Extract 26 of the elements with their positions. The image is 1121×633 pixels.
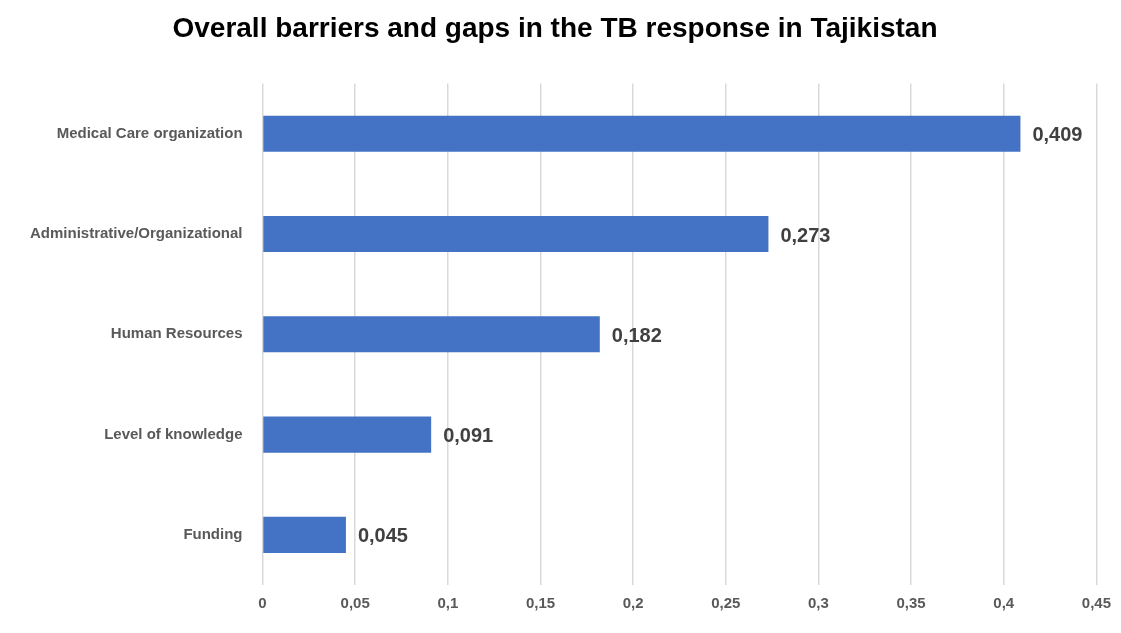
- y-tick-label: Level of knowledge: [104, 424, 243, 442]
- x-tick-label: 0,2: [622, 594, 644, 612]
- data-label: 0,409: [1032, 123, 1083, 146]
- y-tick-label: Administrative/Organizational: [29, 224, 243, 242]
- bar: [263, 215, 769, 253]
- chart-title: Overall barriers and gaps in the TB response in Tajikistan: [172, 11, 938, 43]
- y-tick-label: Medical Care organization: [56, 123, 243, 141]
- data-label: 0,091: [443, 424, 494, 447]
- y-tick-label: Human Resources: [110, 324, 243, 342]
- x-tick-label: 0,4: [993, 594, 1015, 612]
- x-tick-label: 0,45: [1081, 594, 1111, 612]
- x-tick-label: 0,25: [711, 594, 741, 612]
- bar: [263, 115, 1021, 152]
- data-label: 0,273: [780, 223, 831, 246]
- x-tick-label: 0: [258, 594, 267, 612]
- data-label: 0,182: [611, 323, 662, 346]
- bar: [263, 416, 432, 453]
- bar: [263, 316, 600, 353]
- x-tick-label: 0,1: [437, 594, 459, 612]
- bar: [263, 516, 346, 553]
- x-tick-label: 0,35: [896, 594, 926, 612]
- x-tick-label: 0,05: [340, 594, 370, 612]
- data-label: 0,045: [357, 524, 408, 547]
- x-tick-label: 0,15: [525, 594, 556, 612]
- y-tick-label: Funding: [183, 525, 243, 542]
- x-tick-label: 0,3: [808, 594, 829, 612]
